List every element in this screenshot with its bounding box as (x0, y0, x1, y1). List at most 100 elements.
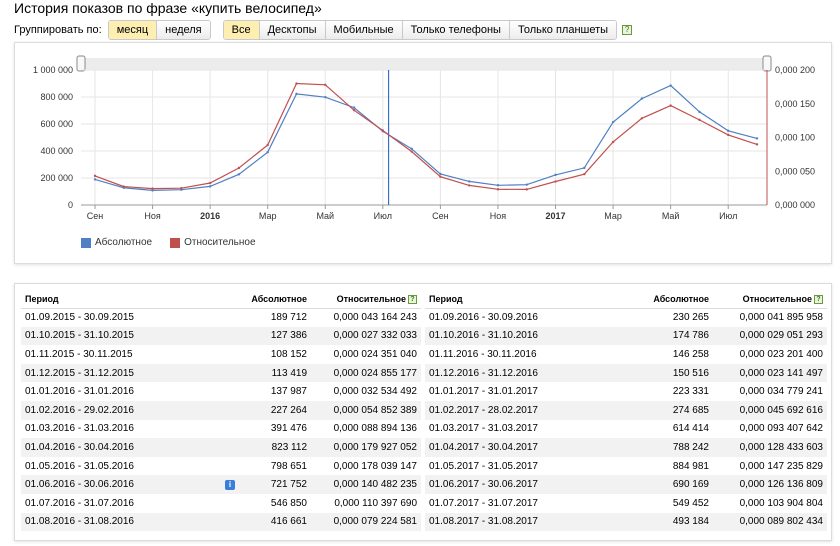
data-point-absolute[interactable] (755, 137, 759, 140)
cell-info (221, 494, 239, 513)
data-point-relative[interactable] (295, 82, 298, 85)
cell-period: 01.08.2017 - 31.08.2017 (425, 512, 625, 532)
data-point-absolute[interactable] (640, 97, 644, 100)
header-relative[interactable]: Относительное? (311, 290, 421, 309)
data-point-relative[interactable] (266, 143, 269, 147)
cell-absolute: 230 265 (672, 312, 709, 324)
data-point-absolute[interactable] (324, 95, 327, 99)
cell-relative: 0,000 079 224 581 (311, 512, 421, 532)
table-row: 01.01.2016 - 31.01.2016 137 987 0,000 032 … (21, 382, 421, 401)
data-point-absolute[interactable] (93, 178, 97, 181)
table-row: 01.09.2015 - 30.09.2015 189 712 0,000 043 … (21, 308, 421, 327)
info-icon[interactable]: i (225, 480, 235, 491)
cell-period: 01.10.2015 - 31.10.2015 (21, 326, 221, 346)
data-point-relative[interactable] (467, 184, 471, 187)
x-tick-label: Сен (432, 211, 449, 221)
device-all-button[interactable]: Все (223, 21, 260, 39)
header-absolute[interactable]: Абсолютное (641, 290, 713, 309)
data-point-absolute[interactable] (237, 173, 241, 176)
data-point-relative[interactable] (698, 118, 701, 122)
cell-period: 01.01.2016 - 31.01.2016 (25, 386, 134, 398)
data-point-relative[interactable] (122, 185, 125, 188)
header-absolute[interactable]: Абсолютное (239, 290, 311, 309)
range-slider-track[interactable] (81, 58, 767, 70)
data-point-relative[interactable] (180, 187, 183, 190)
data-point-relative[interactable] (381, 129, 385, 132)
data-point-relative[interactable] (93, 174, 97, 178)
cell-period: 01.07.2017 - 31.07.2017 (429, 497, 538, 509)
device-mobile-button[interactable]: Мобильные (325, 21, 403, 39)
device-phones-button[interactable]: Только телефоны (402, 21, 510, 39)
data-point-relative[interactable] (727, 133, 730, 137)
cell-period: 01.06.2017 - 30.06.2017 (425, 475, 625, 494)
cell-absolute: 614 414 (672, 423, 709, 435)
data-point-absolute[interactable] (410, 147, 413, 150)
y-right-tick-label: 0,000 050 (775, 166, 815, 176)
period-week-button[interactable]: неделя (157, 21, 210, 39)
cell-info (221, 420, 239, 439)
data-point-absolute[interactable] (583, 166, 586, 170)
data-point-relative[interactable] (669, 104, 672, 107)
device-tablets-button[interactable]: Только планшеты (509, 21, 617, 39)
help-icon[interactable]: ? (408, 294, 417, 304)
header-period[interactable]: Период (425, 290, 625, 309)
help-icon[interactable]: ? (814, 294, 823, 304)
data-point-absolute[interactable] (467, 180, 471, 183)
data-point-relative[interactable] (496, 188, 500, 191)
cell-relative: 0,000 024 855 177 (311, 363, 421, 383)
legend-item-absolute[interactable]: Абсолютное (81, 237, 152, 248)
cell-relative: 0,000 110 397 690 (334, 497, 417, 509)
header-period[interactable]: Период (21, 290, 221, 309)
data-point-absolute[interactable] (208, 185, 212, 188)
cell-relative: 0,000 043 164 243 (333, 312, 417, 324)
data-point-absolute[interactable] (496, 184, 500, 187)
period-switch: месяц неделя (107, 20, 211, 40)
data-point-relative[interactable] (640, 117, 644, 120)
x-tick-label: 2016 (200, 211, 220, 221)
header-relative-label: Относительное (742, 293, 812, 304)
data-point-absolute[interactable] (439, 172, 442, 176)
data-point-absolute[interactable] (352, 106, 356, 109)
data-point-absolute[interactable] (727, 129, 730, 133)
data-point-absolute[interactable] (554, 173, 557, 177)
data-point-relative[interactable] (755, 143, 759, 146)
data-point-absolute[interactable] (151, 189, 154, 192)
data-point-relative[interactable] (208, 181, 212, 185)
data-point-absolute[interactable] (525, 183, 528, 186)
cell-info (221, 382, 239, 401)
table-row: 01.05.2016 - 31.05.2016 798 651 0,000 178 … (21, 457, 421, 476)
data-point-relative[interactable] (525, 188, 528, 191)
header-relative[interactable]: Относительное? (713, 290, 827, 309)
cell-absolute: 549 452 (672, 497, 709, 509)
cell-info (221, 457, 239, 476)
table-row: 01.08.2017 - 31.08.2017 493 184 0,000 089 … (425, 512, 827, 532)
data-point-relative[interactable] (611, 140, 615, 144)
data-point-relative[interactable] (237, 166, 241, 170)
cell-relative: 0,000 126 136 809 (713, 475, 827, 494)
data-point-absolute[interactable] (669, 84, 672, 87)
device-desktop-button[interactable]: Десктопы (259, 21, 326, 39)
cell-info (625, 475, 641, 494)
cell-absolute: 690 169 (641, 475, 713, 494)
period-month-button[interactable]: месяц (108, 21, 158, 39)
data-point-absolute[interactable] (266, 150, 269, 154)
data-point-relative[interactable] (410, 150, 413, 153)
range-slider-right-handle[interactable] (762, 55, 772, 72)
cell-info (625, 326, 641, 346)
data-point-relative[interactable] (324, 83, 327, 87)
x-tick-label: Ноя (490, 211, 507, 221)
data-point-absolute[interactable] (295, 92, 298, 96)
legend-item-relative[interactable]: Относительное (170, 237, 256, 248)
cell-info (625, 308, 641, 327)
data-point-absolute[interactable] (698, 110, 701, 114)
data-point-relative[interactable] (352, 108, 356, 112)
help-icon[interactable]: ? (622, 25, 633, 35)
header-info (221, 290, 239, 309)
data-point-relative[interactable] (439, 175, 442, 178)
data-point-relative[interactable] (151, 187, 154, 190)
data-point-relative[interactable] (554, 180, 557, 183)
data-point-relative[interactable] (583, 172, 586, 176)
y-left-tick-label: 0 (68, 200, 73, 210)
range-slider-left-handle[interactable] (76, 55, 86, 72)
data-point-absolute[interactable] (611, 120, 615, 124)
